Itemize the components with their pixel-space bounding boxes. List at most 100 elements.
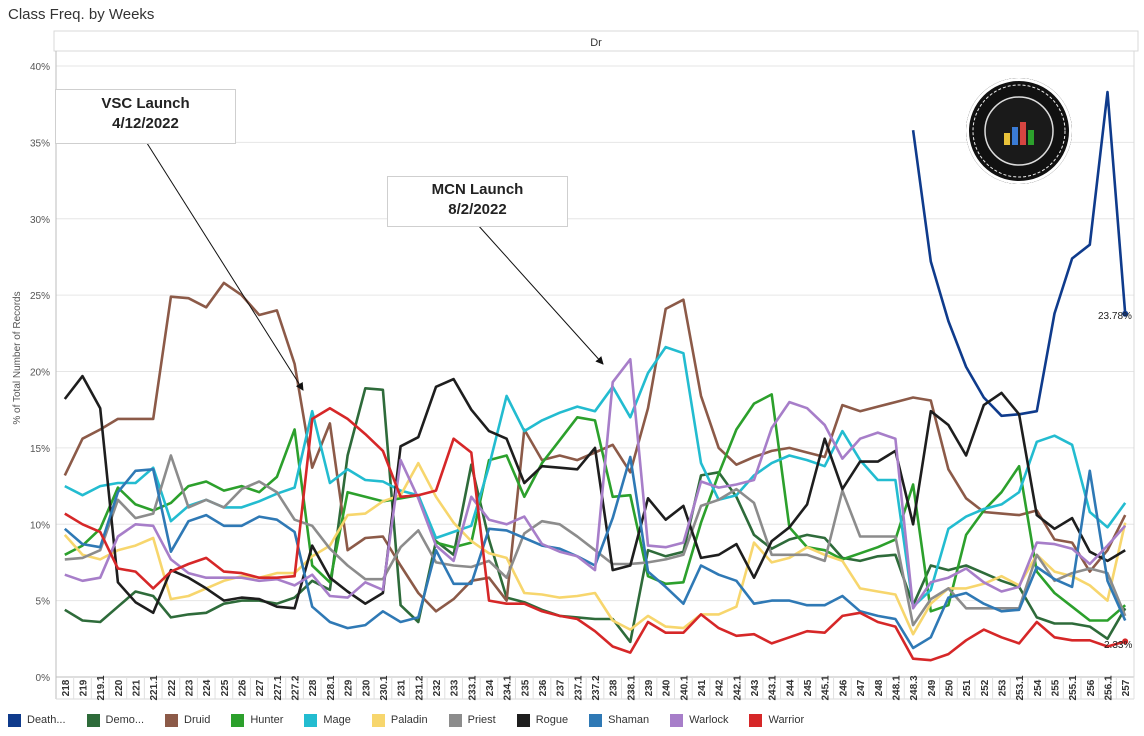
x-tick-label: 245.1 — [821, 675, 832, 700]
mcn-launch-title: MCN Launch — [431, 181, 524, 198]
mcn-launch-arrow — [476, 223, 604, 365]
legend-label: Warrior — [768, 714, 805, 726]
x-tick-label: 254 — [1033, 679, 1044, 696]
x-tick-label: 231 — [397, 679, 408, 696]
x-tick-label: 238 — [609, 679, 620, 696]
legend-label: Demo... — [105, 714, 145, 726]
vsc-launch-arrow — [144, 139, 304, 391]
legend-swatch — [8, 713, 21, 727]
x-tick-label: 246 — [838, 679, 849, 696]
legend-item[interactable]: Rogue — [516, 711, 569, 729]
x-tick-label: 247 — [856, 679, 867, 696]
x-tick-label: 240 — [662, 679, 673, 696]
x-tick-label: 252 — [980, 679, 991, 696]
vsc-launch-title: VSC Launch — [101, 95, 190, 112]
legend-item[interactable]: Priest — [448, 711, 496, 729]
legend-swatch — [304, 713, 318, 727]
x-tick-label: 234 — [485, 679, 496, 696]
legend-item[interactable]: Warlock — [670, 711, 728, 729]
series-line-warrior — [64, 406, 1126, 662]
legend-label: Mage — [323, 714, 351, 726]
legend-swatch — [516, 713, 530, 727]
legend-swatch — [165, 713, 179, 727]
y-tick-label: 10% — [30, 520, 50, 531]
x-tick-label: 224 — [202, 679, 213, 696]
legend-label: Shaman — [608, 714, 650, 726]
page-title: Class Freq. by Weeks — [8, 6, 155, 23]
x-tick-label: 228 — [308, 679, 319, 696]
legend-item[interactable]: Paladin — [371, 711, 428, 729]
x-tick-label: 257 — [1121, 679, 1132, 696]
series-line-rogue — [63, 374, 1126, 615]
x-tick-label: 248.1 — [891, 675, 902, 700]
x-tick-label: 231.2 — [414, 675, 425, 700]
legend-swatch — [589, 713, 603, 727]
vsc-launch-date: 4/12/2022 — [112, 115, 179, 132]
y-tick-label: 35% — [30, 138, 50, 149]
x-tick-label: 238.1 — [626, 675, 637, 700]
x-tick-label: 249 — [927, 679, 938, 696]
x-tick-label: 251 — [962, 679, 973, 696]
legend-swatch — [231, 713, 245, 727]
x-tick-label: 256.1 — [1103, 675, 1114, 700]
x-tick-label: 253.1 — [1015, 675, 1026, 700]
legend-item[interactable]: Demo... — [86, 711, 145, 729]
legend-swatch — [670, 713, 684, 727]
x-tick-label: 241 — [697, 679, 708, 696]
x-tick-label: 219 — [79, 679, 90, 696]
x-tick-label: 239 — [644, 679, 655, 696]
annotation-arrows — [144, 139, 604, 391]
series-line-mage — [64, 345, 1127, 608]
legend-swatch — [86, 713, 100, 727]
y-tick-label: 15% — [30, 444, 50, 455]
legend-item[interactable]: Hunter — [231, 711, 283, 729]
x-tick-label: 218 — [61, 679, 72, 696]
x-tick-label: 250 — [944, 679, 955, 696]
legend-label: Rogue — [535, 714, 569, 726]
x-tick-label: 245 — [803, 679, 814, 696]
legend: Death... Demo... Druid Hunter Mage Paladin Pri… — [8, 711, 825, 729]
x-tick-label: 234.1 — [503, 675, 514, 700]
legend-swatch — [448, 713, 462, 727]
x-tick-label: 233.1 — [467, 675, 478, 700]
legend-item[interactable]: Shaman — [589, 711, 649, 729]
logo-emblem — [972, 84, 1066, 178]
x-tick-label: 233 — [450, 679, 461, 696]
x-tick-label: 227.1 — [273, 675, 284, 700]
x-tick-label: 243.1 — [768, 675, 779, 700]
x-tick-label: 237 — [556, 679, 567, 696]
x-tick-label: 227 — [255, 679, 266, 696]
x-tick-label: 222 — [167, 679, 178, 696]
x-tick-label: 253 — [997, 679, 1008, 696]
series-end-point — [1122, 638, 1129, 645]
legend-item[interactable]: Death... — [8, 711, 66, 729]
legend-item[interactable]: Mage — [304, 711, 351, 729]
series-end-point — [1122, 310, 1129, 317]
x-tick-label: 223 — [185, 679, 196, 696]
x-tick-label: 219.1 — [96, 675, 107, 700]
mcn-launch-date: 8/2/2022 — [448, 201, 507, 218]
legend-label: Priest — [467, 714, 496, 726]
x-tick-label: 236 — [538, 679, 549, 696]
legend-item[interactable]: Warrior — [749, 711, 804, 729]
x-tick-label: 225 — [220, 679, 231, 696]
x-tick-label: 248 — [874, 679, 885, 696]
death-knight-end-label: 23.78% — [1098, 311, 1132, 322]
x-tick-label: 237.2 — [591, 675, 602, 700]
panel-label: Dr — [590, 37, 602, 49]
x-tick-label: 244 — [785, 679, 796, 696]
legend-item[interactable]: Druid — [165, 711, 210, 729]
legend-swatch — [371, 713, 385, 727]
mcn-launch-annotation: MCN Launch 8/2/2022 — [387, 176, 568, 227]
series-lines — [63, 90, 1129, 662]
axes: 0% 5% 10% 15% 20% 25% 30% 35% 40% 218 219 219.1 220 2… — [30, 51, 1135, 701]
x-tick-label: 242.1 — [732, 675, 743, 700]
series-line-priest — [64, 454, 1127, 627]
y-tick-label: 40% — [30, 62, 50, 73]
x-tick-label: 229 — [344, 679, 355, 696]
x-tick-label: 221.1 — [149, 675, 160, 700]
legend-label: Druid — [184, 714, 211, 726]
legend-label: Paladin — [390, 714, 428, 726]
y-tick-label: 5% — [36, 597, 51, 608]
x-tick-label: 227.2 — [291, 675, 302, 700]
